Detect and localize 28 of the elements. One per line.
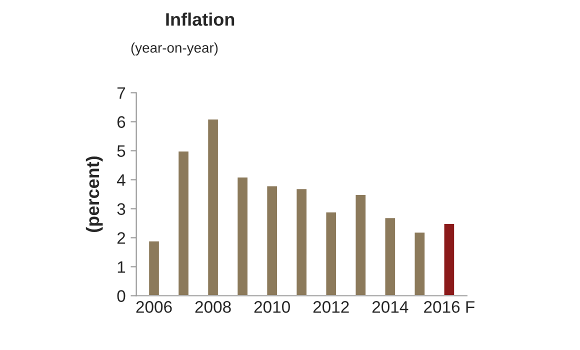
bar <box>324 210 338 296</box>
x-tick-label: 2006 <box>136 301 172 313</box>
y-axis-title: (percent) <box>86 156 103 232</box>
x-tick-label: 2012 <box>313 301 349 313</box>
bar <box>413 231 426 296</box>
y-tick-label: 6 <box>117 116 126 128</box>
x-tick-label: 2014 <box>372 301 408 313</box>
y-tick-label: 5 <box>117 145 126 157</box>
y-tick-label: 4 <box>117 174 126 186</box>
bar <box>295 188 308 296</box>
y-tick-label: 1 <box>118 261 126 273</box>
x-tick-label: 2016 F <box>424 301 474 313</box>
chart-title: Inflation <box>166 12 234 26</box>
chart-subtitle: (year-on-year) <box>131 42 218 56</box>
bar <box>442 222 456 296</box>
bar <box>266 184 278 296</box>
x-tick-label: 2008 <box>195 301 231 313</box>
y-tick-label: 2 <box>117 232 126 244</box>
bar <box>148 240 160 296</box>
bar <box>384 216 396 296</box>
bar <box>206 118 220 296</box>
bar <box>177 150 190 296</box>
y-tick-label: 0 <box>117 290 126 302</box>
y-tick-label: 3 <box>117 203 126 215</box>
bar <box>236 176 249 296</box>
bar <box>354 194 367 296</box>
x-tick-label: 2010 <box>254 301 290 313</box>
y-tick-label: 7 <box>117 87 126 99</box>
